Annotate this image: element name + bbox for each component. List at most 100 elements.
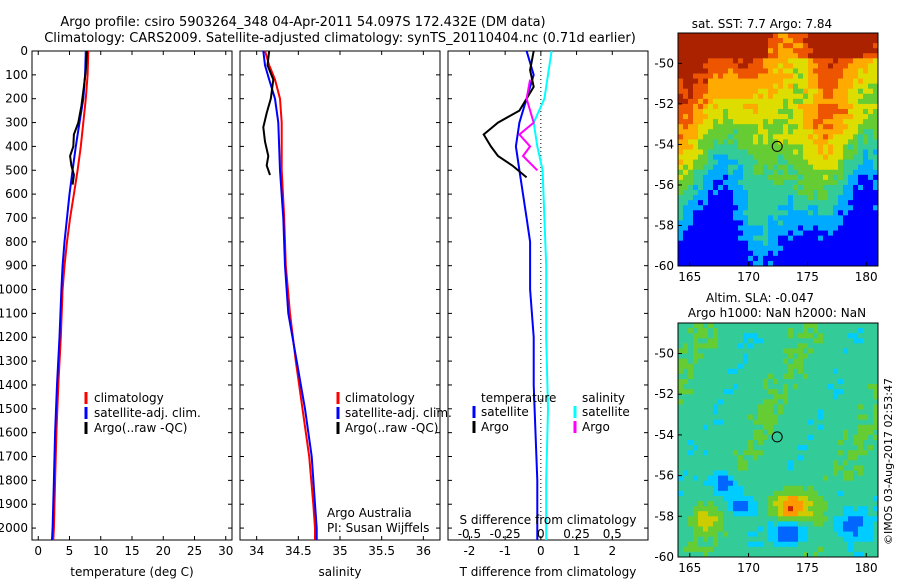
map-cell xyxy=(733,440,739,446)
map-cell xyxy=(778,43,784,49)
map-cell xyxy=(808,124,814,130)
map-cell xyxy=(688,200,694,206)
axis-ticks xyxy=(32,50,648,540)
map-cell xyxy=(683,154,689,161)
map-cell xyxy=(768,255,774,262)
map-cell xyxy=(723,368,729,375)
map-cell xyxy=(728,389,734,395)
map-cell xyxy=(843,429,849,436)
map-cell xyxy=(843,184,849,191)
map-cell xyxy=(838,404,844,411)
map-cell xyxy=(828,338,834,344)
map-cell xyxy=(733,225,739,232)
map-cell xyxy=(763,129,769,135)
map-cell xyxy=(753,98,759,105)
map-cell xyxy=(843,43,849,49)
map-cell xyxy=(808,245,814,252)
map-cell xyxy=(818,235,824,242)
map-cell xyxy=(723,434,729,441)
map-cell xyxy=(848,124,854,130)
map-cell xyxy=(713,440,719,446)
map-cell xyxy=(818,495,824,502)
map-cell xyxy=(813,139,819,146)
map-cell xyxy=(818,516,824,522)
map-cell xyxy=(753,240,759,247)
map-cell xyxy=(738,470,744,477)
map-cell xyxy=(713,348,719,355)
map-cell xyxy=(823,440,829,446)
map-cell xyxy=(818,465,824,472)
map-cell xyxy=(758,353,764,360)
map-cell xyxy=(693,358,699,365)
map-cell xyxy=(788,450,794,456)
map-cell xyxy=(813,58,819,64)
map-cell xyxy=(773,501,779,507)
map-cell xyxy=(738,419,744,426)
map-cell xyxy=(733,124,739,130)
map-cell xyxy=(818,73,824,80)
map-cell xyxy=(708,78,714,85)
map-cell xyxy=(733,470,739,477)
map-cell xyxy=(848,190,854,196)
map-cell xyxy=(823,399,829,405)
map-cell xyxy=(708,43,714,49)
map-cell xyxy=(828,108,834,115)
map-cell xyxy=(763,225,769,232)
map-cell xyxy=(788,215,794,222)
map-cell xyxy=(738,53,744,59)
map-cell xyxy=(818,124,824,130)
map-cell xyxy=(708,338,714,344)
map-cell xyxy=(773,103,779,110)
map-cell xyxy=(678,108,684,115)
map-cell xyxy=(758,174,764,181)
map-cell xyxy=(833,323,839,329)
map-cell xyxy=(788,154,794,161)
map-cell xyxy=(858,245,864,252)
map-cell xyxy=(743,445,749,451)
map-cell xyxy=(713,511,719,517)
map-cell xyxy=(723,348,729,355)
map-cell xyxy=(768,495,774,502)
map-cell xyxy=(748,129,754,135)
map-cell xyxy=(843,378,849,385)
map-cell xyxy=(698,245,704,252)
map-cell xyxy=(723,465,729,472)
map-cell xyxy=(813,323,819,329)
map-cell xyxy=(728,200,734,206)
map-cell xyxy=(728,485,734,492)
map-cell xyxy=(758,429,764,436)
map-cell xyxy=(838,506,844,512)
map-cell xyxy=(798,169,804,176)
map-cell xyxy=(773,358,779,365)
map-cell xyxy=(788,43,794,49)
map-cell xyxy=(773,378,779,385)
map-cell xyxy=(758,445,764,451)
map-cell xyxy=(833,465,839,472)
map-cell xyxy=(693,506,699,512)
map-cell xyxy=(788,475,794,482)
map-cell xyxy=(818,485,824,492)
map-cell xyxy=(793,323,799,329)
map-cell xyxy=(718,409,724,416)
map-cell xyxy=(738,98,744,105)
map-cell xyxy=(783,88,789,95)
map-cell xyxy=(683,414,689,421)
map-cell xyxy=(758,455,764,461)
map-cell xyxy=(823,409,829,416)
map-cell xyxy=(688,511,694,517)
map-cell xyxy=(698,333,704,339)
map-cell xyxy=(823,169,829,176)
map-cell xyxy=(848,551,854,557)
map-cell xyxy=(808,114,814,120)
map-cell xyxy=(818,358,824,365)
map-cell xyxy=(678,480,684,487)
map-cell xyxy=(703,33,709,39)
map-cell xyxy=(803,399,809,405)
map-cell xyxy=(728,139,734,146)
map-cell xyxy=(838,541,844,548)
map-cell xyxy=(808,58,814,64)
map-cell xyxy=(853,98,859,105)
map-cell xyxy=(838,134,844,140)
map-cell xyxy=(678,88,684,95)
map-cell xyxy=(813,38,819,44)
